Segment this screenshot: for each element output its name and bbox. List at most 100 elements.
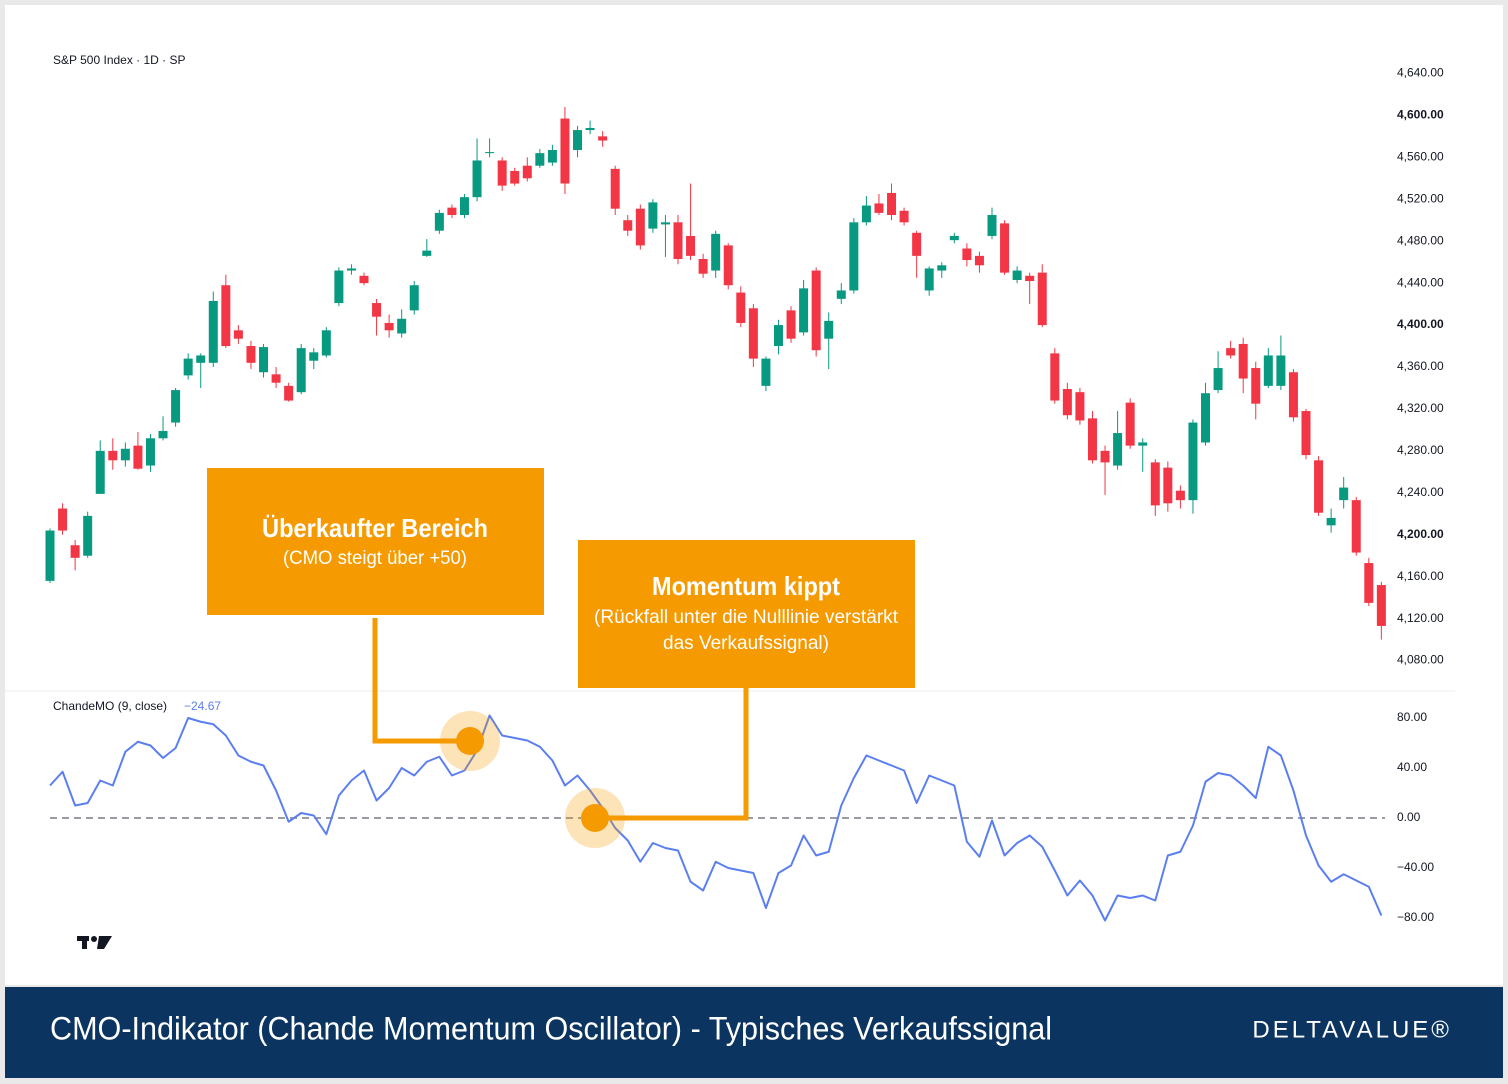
candle-body [686, 235, 696, 256]
candle-body [359, 275, 369, 284]
candle-body [1188, 422, 1198, 501]
candle-body [321, 330, 331, 356]
y-tick-label: 4,600.00 [1397, 108, 1444, 122]
candle-body [384, 322, 394, 331]
candle-body [372, 303, 382, 317]
connector [372, 618, 470, 744]
y-tick-label: 4,280.00 [1397, 443, 1444, 457]
candle-body [924, 268, 934, 291]
candle-body [1339, 487, 1349, 501]
candle-body [987, 214, 997, 236]
candle-body [849, 222, 859, 291]
annotation-title: Überkaufter Bereich [262, 513, 488, 543]
candle-body [535, 153, 545, 166]
candle-body [949, 235, 959, 241]
candle-body [1150, 462, 1160, 506]
highlight-dot [581, 804, 609, 832]
candle-body [748, 308, 758, 359]
candle-body [1251, 368, 1261, 404]
candle-body [259, 347, 269, 373]
candle-body [799, 288, 809, 333]
candle-body [1050, 353, 1060, 401]
candle-body [811, 270, 821, 351]
candle-body [635, 208, 645, 246]
y-tick-label: 4,320.00 [1397, 401, 1444, 415]
candle-body [1113, 433, 1123, 466]
y-tick-label: 40.00 [1397, 760, 1427, 774]
candle-body [271, 374, 281, 383]
candle-body [547, 149, 557, 163]
candle-body [773, 325, 783, 347]
footer-bar [5, 987, 1503, 1078]
candle-body [221, 285, 231, 347]
y-tick-label: 4,080.00 [1397, 653, 1444, 667]
candle-body [1288, 372, 1298, 418]
candle-body [1364, 563, 1374, 603]
annotation-text: (CMO steigt über +50) [283, 548, 467, 569]
candle-body [108, 450, 118, 461]
candle-body [673, 222, 683, 260]
symbol-title: S&P 500 Index · 1D · SP [53, 53, 186, 67]
candle-body [158, 430, 168, 439]
candle-body [58, 508, 68, 531]
y-tick-label: 0.00 [1397, 810, 1421, 824]
candle-body [133, 445, 143, 469]
candle-body [1263, 355, 1273, 386]
candle-body [70, 545, 80, 558]
candle-body [698, 259, 708, 274]
candle-body [1376, 585, 1386, 626]
candle-body [660, 222, 670, 225]
candle-body [1226, 348, 1236, 356]
candle-body [434, 212, 444, 231]
candle-body [1238, 343, 1248, 379]
y-tick-label: 4,560.00 [1397, 149, 1444, 163]
candle-body [1213, 368, 1223, 391]
highlight-dot [456, 727, 484, 755]
candle-body [284, 385, 294, 401]
annotation-text: (Rückfall unter die Nulllinie verstärkt [594, 607, 899, 628]
candle-body [937, 265, 947, 271]
y-tick-label: 4,640.00 [1397, 66, 1444, 80]
candle-body [409, 285, 419, 311]
candle-body [510, 170, 520, 184]
candle-body [887, 192, 897, 215]
price-pane: 4,640.00 4,600.00 4,560.00 4,520.00 4,480.00… [45, 66, 1444, 667]
candle-body [1351, 500, 1361, 553]
y-tick-label: 4,240.00 [1397, 485, 1444, 499]
candle-body [1000, 223, 1010, 273]
candle-body [623, 220, 633, 231]
y-tick-label: −80.00 [1397, 910, 1434, 924]
candle-body [1025, 275, 1035, 282]
candle-body [397, 318, 407, 334]
annotation-text: das Verkaufssignal) [663, 633, 829, 654]
candle-body [1075, 392, 1085, 421]
candle-body [1163, 467, 1173, 504]
candle-body [711, 233, 721, 271]
tv-logo [77, 936, 112, 949]
candle-body [346, 268, 356, 271]
candle-body [899, 210, 909, 223]
candle-body [196, 355, 206, 363]
cmo-line [49, 714, 1383, 922]
candle-body [573, 130, 583, 150]
candle-body [1100, 450, 1110, 463]
candle-body [648, 202, 658, 229]
y-tick-label: 4,160.00 [1397, 569, 1444, 583]
candle-body [246, 346, 256, 363]
candle-body [485, 152, 495, 154]
candle-body [1301, 411, 1311, 456]
callouts: Überkaufter Bereich (CMO steigt über +50… [207, 468, 915, 848]
candle-body [1201, 393, 1211, 443]
y-tick-label: 4,400.00 [1397, 317, 1444, 331]
candle-body [786, 310, 796, 339]
candle-body [736, 292, 746, 323]
candle-body [974, 255, 984, 266]
candle-body [1314, 460, 1324, 513]
y-tick-label: 80.00 [1397, 710, 1427, 724]
candle-body [560, 118, 570, 184]
connector [595, 688, 749, 821]
y-tick-label: 4,480.00 [1397, 233, 1444, 247]
y-tick-label: 4,520.00 [1397, 191, 1444, 205]
candle-body [95, 450, 105, 494]
